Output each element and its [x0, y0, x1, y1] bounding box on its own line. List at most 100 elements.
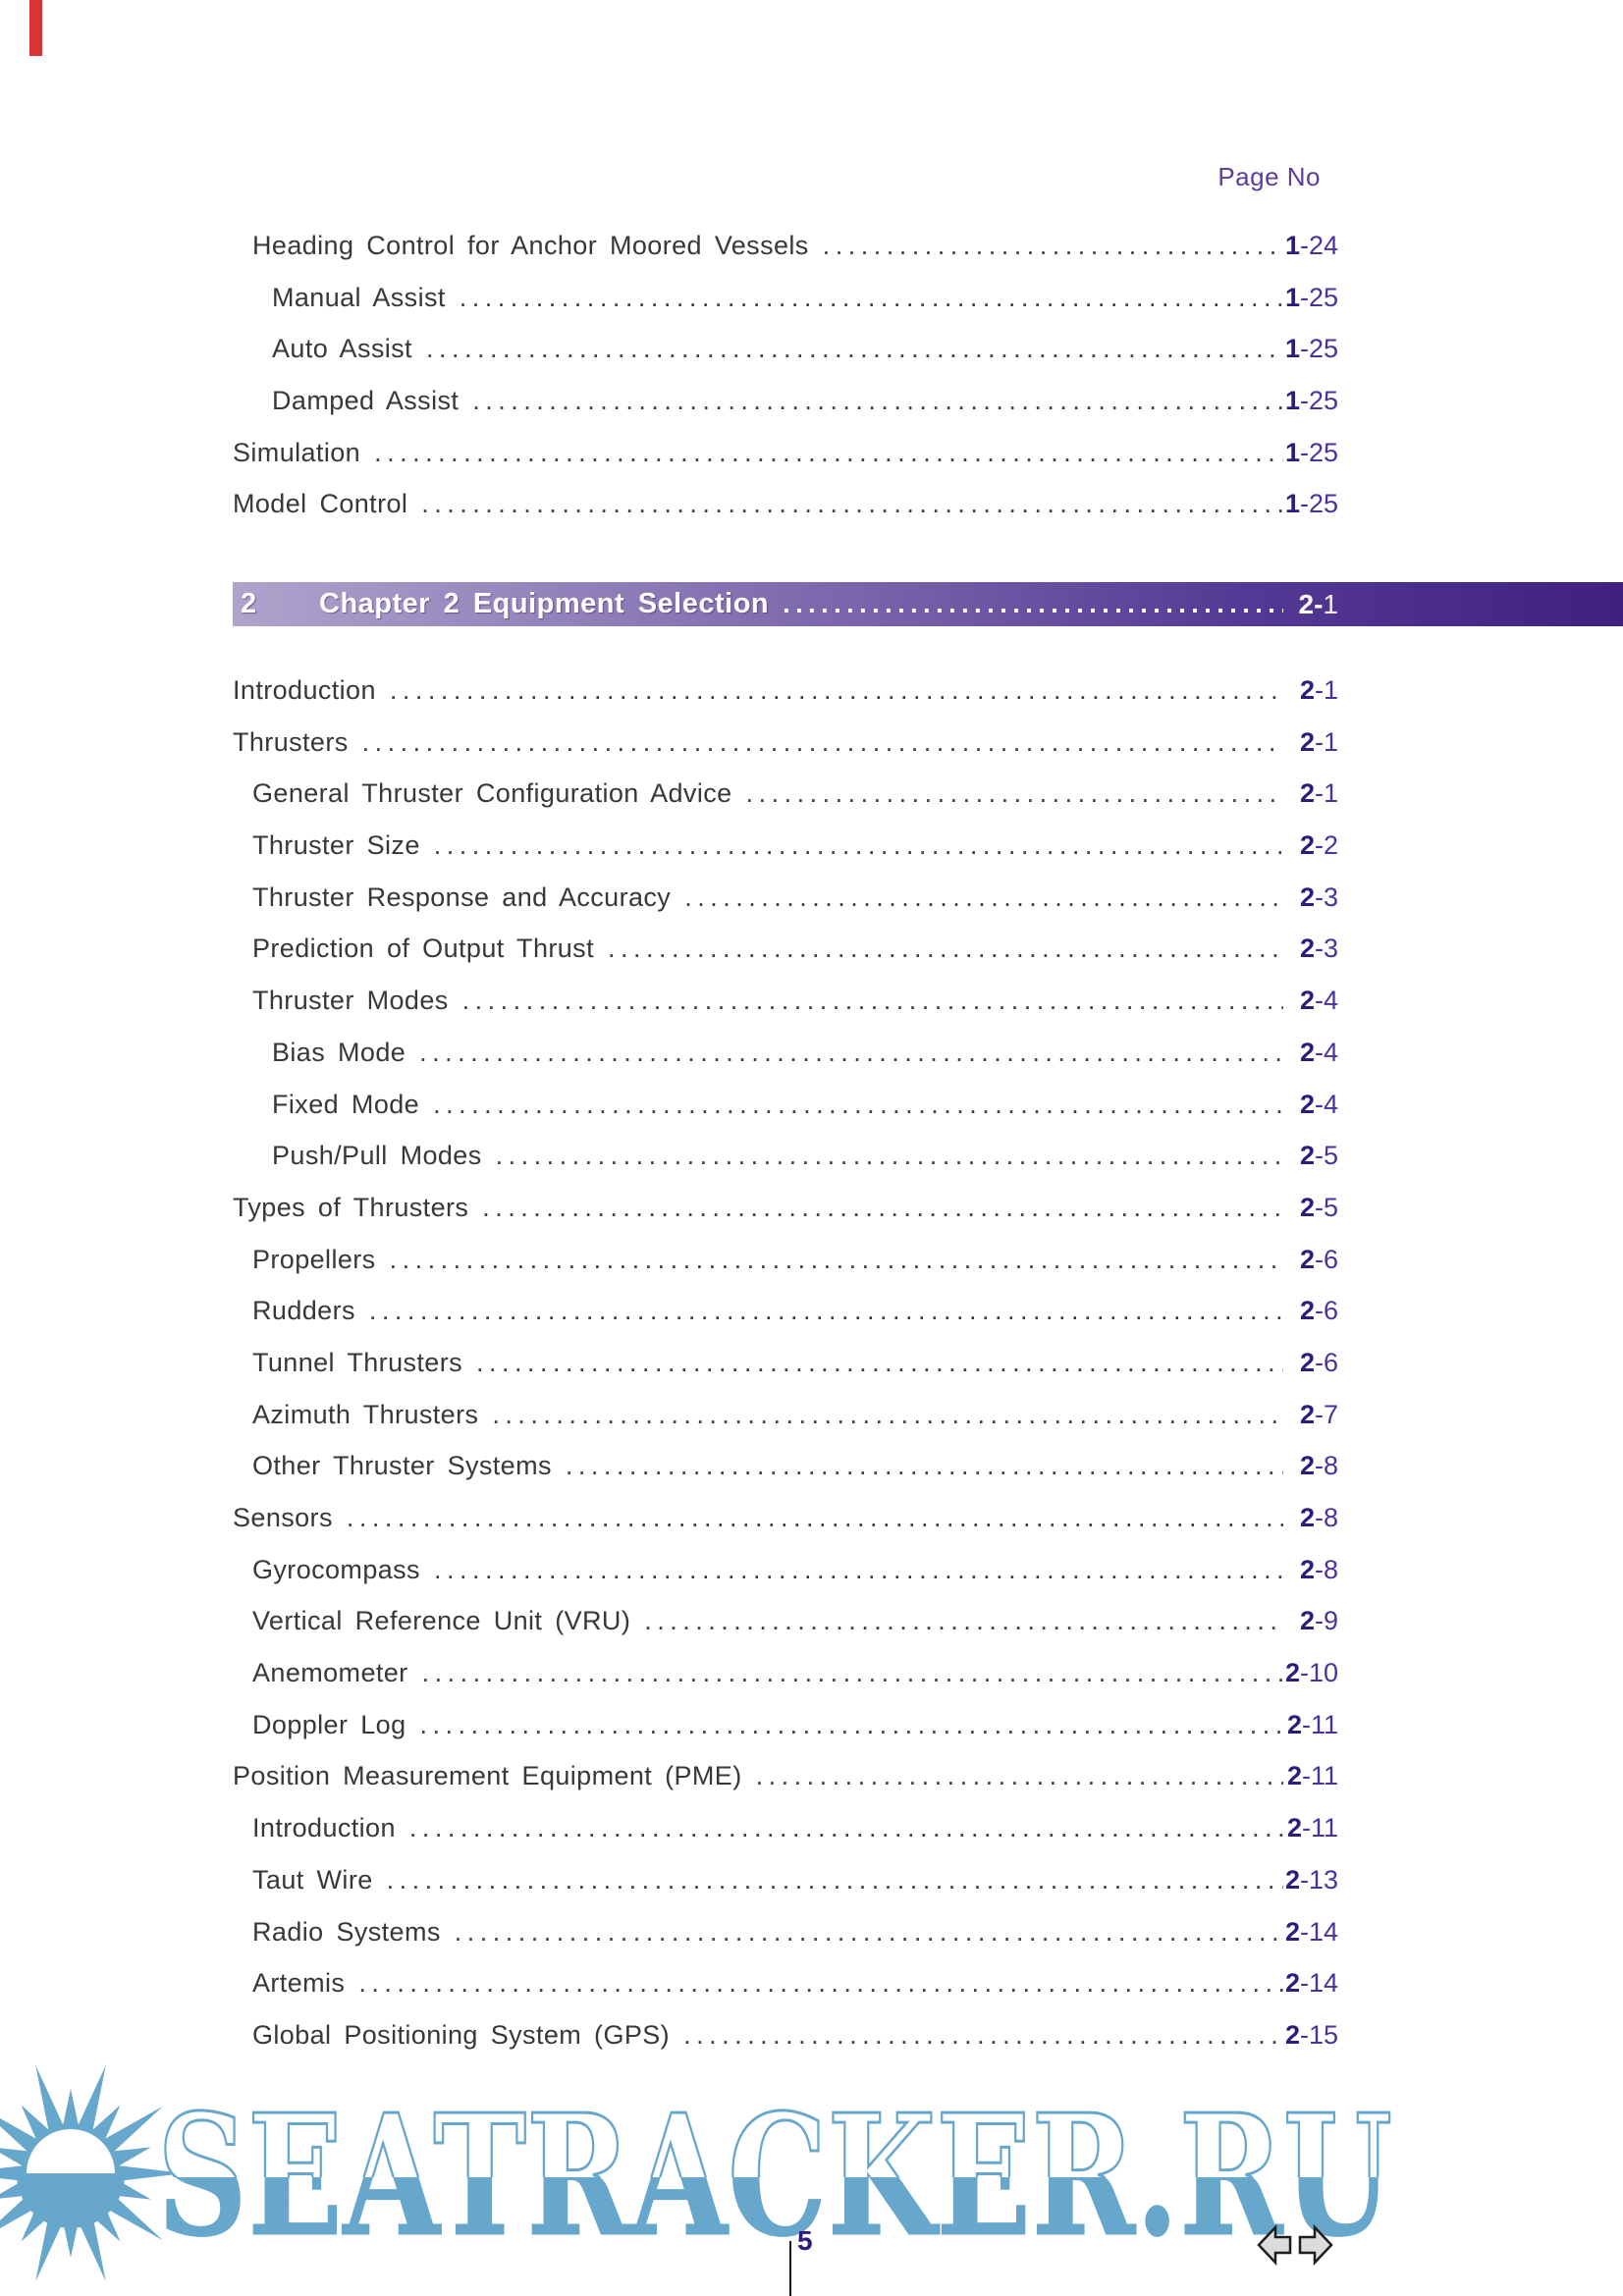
dot-leader: . . . . . . . . . . . . . . . . . . . . … — [421, 489, 1283, 519]
page-ref: 2-1 — [1283, 665, 1338, 717]
page-ref-number: -2 — [1314, 830, 1338, 861]
toc-entry-label: Model Control — [233, 489, 408, 519]
toc-row[interactable]: Anemometer . . . . . . . . . . . . . . .… — [233, 1647, 1338, 1699]
toc-row[interactable]: Manual Assist . . . . . . . . . . . . . … — [233, 272, 1338, 324]
dot-leader: . . . . . . . . . . . . . . . . . . . . … — [644, 1606, 1283, 1636]
toc-row[interactable]: Radio Systems . . . . . . . . . . . . . … — [233, 1906, 1338, 1958]
page-ref-chapter: 2 — [1284, 1864, 1300, 1895]
page-ref-chapter: 1 — [1284, 489, 1300, 519]
toc-row[interactable]: Model Control . . . . . . . . . . . . . … — [233, 478, 1338, 530]
red-edge-mark — [29, 0, 42, 56]
page-ref-chapter: 1 — [1284, 386, 1300, 416]
toc-entry-label: Vertical Reference Unit (VRU) — [252, 1606, 631, 1636]
toc-row[interactable]: Heading Control for Anchor Moored Vessel… — [233, 220, 1338, 272]
toc-row[interactable]: Azimuth Thrusters . . . . . . . . . . . … — [233, 1389, 1338, 1441]
toc-row[interactable]: General Thruster Configuration Advice . … — [233, 768, 1338, 820]
page-ref: 2-8 — [1283, 1544, 1338, 1596]
page-ref-number: -24 — [1299, 231, 1338, 260]
page-ref-number: -8 — [1314, 1503, 1338, 1532]
dot-leader: . . . . . . . . . . . . . . . . . . . . … — [476, 1347, 1283, 1377]
page-ref-chapter: 2 — [1299, 1503, 1315, 1532]
watermark-text: SEATRACKER.RU SEATRACKER.RU — [157, 2093, 1392, 2260]
toc-entry-label: Fixed Mode — [272, 1089, 420, 1119]
page-ref: 2-3 — [1283, 923, 1338, 975]
page-ref: 2-1 — [1283, 768, 1338, 820]
chapter-number: 2 — [241, 588, 257, 619]
toc-row[interactable]: Thrusters . . . . . . . . . . . . . . . … — [233, 717, 1338, 769]
page-ref: 2-14 — [1283, 1906, 1338, 1958]
toc-row[interactable]: Types of Thrusters . . . . . . . . . . .… — [233, 1182, 1338, 1234]
dot-leader: . . . . . . . . . . . . . . . . . . . . … — [433, 1554, 1283, 1584]
toc-row[interactable]: Fixed Mode . . . . . . . . . . . . . . .… — [233, 1079, 1338, 1131]
page-ref-chapter: 2 — [1299, 1141, 1315, 1171]
toc-row[interactable]: Introduction . . . . . . . . . . . . . .… — [233, 665, 1338, 717]
arrow-right-icon[interactable] — [1298, 2224, 1333, 2267]
toc-row[interactable]: Rudders . . . . . . . . . . . . . . . . … — [233, 1285, 1338, 1337]
chapter-banner[interactable]: 2 Chapter 2 Equipment Selection . . . . … — [233, 582, 1623, 626]
page-ref: 2-1 — [1283, 582, 1338, 626]
toc-entry-label: Thruster Response and Accuracy — [252, 881, 672, 912]
toc-entry-label: Other Thruster Systems — [252, 1451, 552, 1481]
toc-row[interactable]: Introduction . . . . . . . . . . . . . .… — [233, 1802, 1338, 1854]
page-ref-number: -1 — [1314, 778, 1338, 809]
toc-row[interactable]: Propellers . . . . . . . . . . . . . . .… — [233, 1234, 1338, 1286]
dot-leader: . . . . . . . . . . . . . . . . . . . . … — [361, 726, 1283, 757]
toc-row[interactable]: Vertical Reference Unit (VRU) . . . . . … — [233, 1595, 1338, 1647]
page-ref: 2-5 — [1283, 1182, 1338, 1234]
page-ref-chapter: 2 — [1299, 1554, 1315, 1584]
toc-row[interactable]: Doppler Log . . . . . . . . . . . . . . … — [233, 1699, 1338, 1751]
page-ref-number: -25 — [1299, 282, 1338, 312]
toc-row[interactable]: Tunnel Thrusters . . . . . . . . . . . .… — [233, 1337, 1338, 1389]
dot-leader: . . . . . . . . . . . . . . . . . . . . … — [433, 830, 1283, 861]
page-ref-number: -13 — [1299, 1864, 1338, 1895]
dot-leader: . . . . . . . . . . . . . . . . . . . . … — [421, 1658, 1283, 1688]
dot-leader: . . . . . . . . . . . . . . . . . . . . … — [454, 1916, 1283, 1947]
toc-row[interactable]: Taut Wire . . . . . . . . . . . . . . . … — [233, 1854, 1338, 1906]
toc-row[interactable]: Prediction of Output Thrust . . . . . . … — [233, 923, 1338, 975]
toc-row[interactable]: Auto Assist . . . . . . . . . . . . . . … — [233, 323, 1338, 375]
page-ref: 2-10 — [1283, 1647, 1338, 1699]
toc-row[interactable]: Sensors . . . . . . . . . . . . . . . . … — [233, 1492, 1338, 1544]
sun-icon — [0, 2064, 185, 2282]
toc-row[interactable]: Bias Mode . . . . . . . . . . . . . . . … — [233, 1027, 1338, 1079]
toc-entry-label: Damped Assist — [272, 386, 460, 416]
page-ref-number: -9 — [1314, 1606, 1338, 1636]
toc-row[interactable]: Other Thruster Systems . . . . . . . . .… — [233, 1440, 1338, 1492]
toc-entry-label: Radio Systems — [252, 1916, 441, 1947]
toc-row[interactable]: Simulation . . . . . . . . . . . . . . .… — [233, 427, 1338, 479]
page-ref-chapter: 1 — [1284, 231, 1300, 260]
toc-row[interactable]: Gyrocompass . . . . . . . . . . . . . . … — [233, 1544, 1338, 1596]
page-ref: 2-8 — [1283, 1440, 1338, 1492]
toc-entry-label: Tunnel Thrusters — [252, 1347, 462, 1377]
page-ref-number: -4 — [1314, 1037, 1338, 1067]
toc-row[interactable]: Thruster Modes . . . . . . . . . . . . .… — [233, 975, 1338, 1027]
page-ref-chapter: 1 — [1284, 437, 1300, 467]
toc-entry-label: Taut Wire — [252, 1864, 373, 1895]
page-ref-number: -6 — [1314, 1347, 1338, 1377]
toc-row[interactable]: Thruster Size . . . . . . . . . . . . . … — [233, 820, 1338, 872]
page-ref: 1-25 — [1283, 478, 1338, 530]
toc-row[interactable]: Push/Pull Modes . . . . . . . . . . . . … — [233, 1130, 1338, 1182]
page-ref-number: -8 — [1314, 1451, 1338, 1481]
page-ref: 2-14 — [1283, 1957, 1338, 2009]
toc-row[interactable]: Position Measurement Equipment (PME) . .… — [233, 1750, 1338, 1802]
toc-row[interactable]: Global Positioning System (GPS) . . . . … — [233, 2009, 1338, 2061]
page-ref: 2-2 — [1283, 820, 1338, 872]
toc-row[interactable]: Artemis . . . . . . . . . . . . . . . . … — [233, 1957, 1338, 2009]
toc-entry-label: Auto Assist — [272, 334, 412, 364]
arrow-left-icon[interactable] — [1257, 2224, 1292, 2267]
page-ref-chapter: 2 — [1299, 1192, 1315, 1222]
page-ref-chapter: 2 — [1299, 1399, 1315, 1429]
watermark-text-bottom: SEATRACKER.RU — [157, 2078, 1392, 2274]
page-ref-chapter: 1 — [1284, 334, 1300, 364]
fold-mark-line — [789, 2241, 791, 2296]
page-ref-chapter: 2- — [1298, 589, 1324, 619]
page-ref-chapter: 2 — [1299, 675, 1315, 705]
page-ref-number: -10 — [1299, 1658, 1338, 1688]
toc-entry-label: Global Positioning System (GPS) — [252, 2019, 671, 2050]
toc-row[interactable]: Thruster Response and Accuracy . . . . .… — [233, 872, 1338, 924]
toc-row[interactable]: Damped Assist . . . . . . . . . . . . . … — [233, 375, 1338, 427]
page-ref-chapter: 2 — [1299, 986, 1315, 1016]
page-ref-number: -4 — [1314, 986, 1338, 1016]
page-no-header: Page No — [1217, 162, 1321, 191]
